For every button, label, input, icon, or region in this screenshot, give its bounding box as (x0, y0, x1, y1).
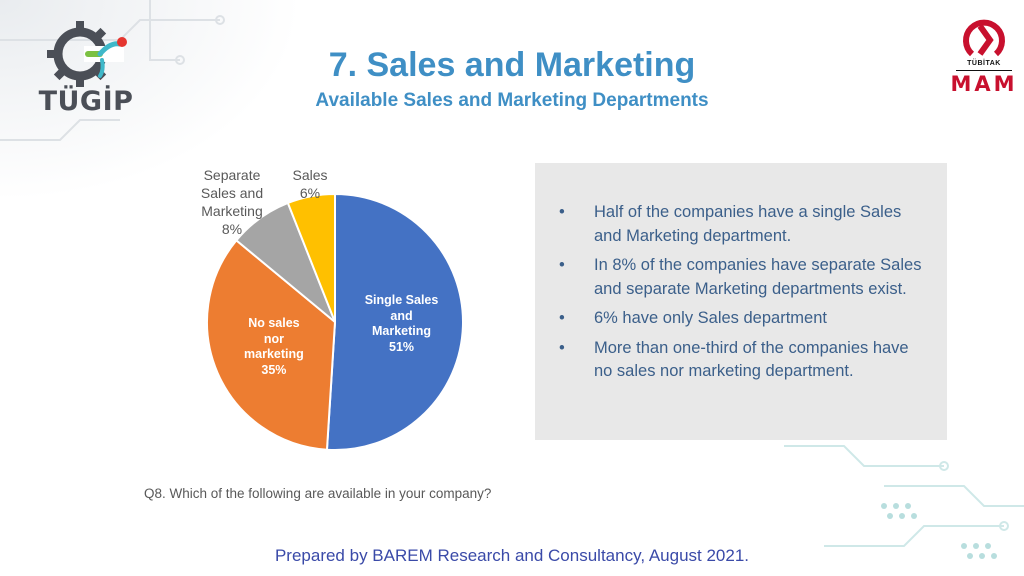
pie-label-line: 51% (389, 339, 415, 354)
pie-label-line: No sales (248, 316, 300, 331)
pie-label-line: and (390, 308, 413, 323)
pie-label-line: marketing (244, 347, 304, 362)
page-title: 7. Sales and Marketing (328, 46, 696, 84)
decorative-pattern-bottom-right (784, 445, 1024, 559)
pie-label-line: Sales and (200, 185, 264, 201)
summary-item: • In 8% of the companies have separate Sa… (535, 254, 927, 301)
pie-label-line: Separate (203, 167, 261, 183)
mam-text: MAM (950, 72, 1018, 96)
summary-item-text: Half of the companies have a single Sale… (594, 203, 902, 245)
summary-item-text: In 8% of the companies have separate Sal… (594, 256, 922, 298)
bullet-icon: • (559, 309, 565, 327)
gear-icon (47, 21, 127, 87)
pie-chart: Single Sales and Marketing 51% No sales nor ma… (180, 160, 500, 460)
pie-label-line: Sales (292, 167, 328, 183)
summary-item: • Half of the companies have a single Sal… (535, 201, 927, 248)
footer-credit: Prepared by BAREM Research and Consultan… (274, 546, 750, 565)
pie-slice (286, 192, 336, 323)
tubitak-text: TÜBİTAK (967, 60, 1001, 67)
pie-slice-label: No sales nor marketing 35% (229, 316, 319, 378)
tubitak-emblem-icon (963, 19, 1005, 57)
pie-label-line: Marketing (201, 203, 263, 219)
tubitak-underline (956, 70, 1012, 71)
pie-label-line: 6% (299, 185, 321, 201)
summary-item-text: 6% have only Sales department (594, 309, 827, 327)
summary-list: • Half of the companies have a single Sal… (535, 163, 947, 384)
bullet-icon: • (559, 256, 565, 274)
pie-label-line: Single Sales (364, 293, 439, 307)
decorative-pattern-top-left (0, 0, 300, 200)
page-subtitle: Available Sales and Marketing Department… (315, 90, 709, 111)
summary-item-text: More than one-third of the companies hav… (594, 338, 909, 381)
pie-slice-label: Sales 6% (265, 166, 355, 202)
pie-slice (206, 239, 337, 451)
summary-item: • 6% have only Sales department (535, 307, 927, 331)
tugip-logo-text: TÜGİP (38, 86, 134, 117)
pie-slice-label: Single Sales and Marketing 51% (357, 293, 447, 355)
pie-slice-label: Separate Sales and Marketing 8% (187, 166, 277, 238)
pie-label-line: 35% (261, 362, 287, 377)
pie-chart-svg (206, 192, 464, 451)
summary-item: • More than one-third of the companies ha… (535, 337, 927, 384)
pie-label-line: nor (263, 331, 284, 346)
survey-question: Q8. Which of the following are available… (144, 486, 492, 501)
summary-box: • Half of the companies have a single Sal… (535, 163, 947, 440)
pie-label-line: Marketing (371, 324, 432, 338)
bullet-icon: • (559, 338, 565, 357)
tubitak-mam-logo: TÜBİTAK MAM (948, 12, 1020, 96)
pie-label-line: 8% (221, 221, 243, 237)
tugip-logo: TÜGİP (36, 18, 136, 118)
pie-slice (325, 192, 464, 451)
bullet-icon: • (559, 203, 565, 221)
